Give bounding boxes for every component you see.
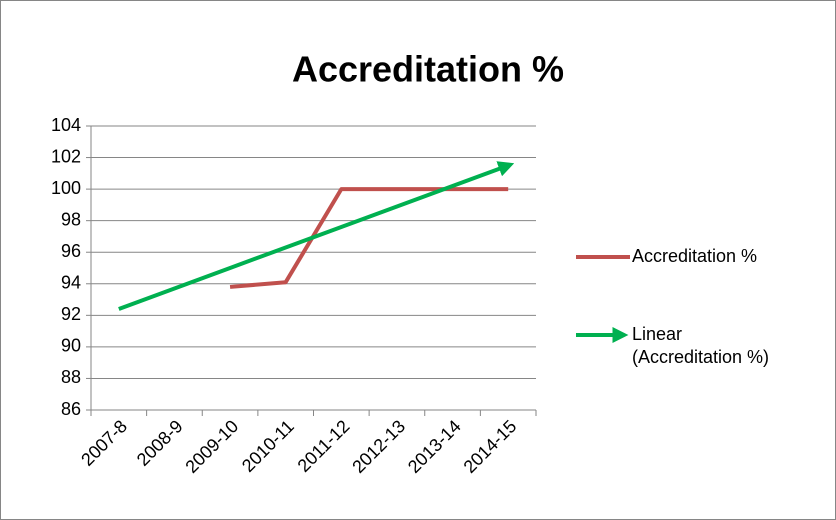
- y-tick-label: 102: [51, 146, 81, 166]
- trend-line: [118, 161, 515, 311]
- y-tick-label: 98: [61, 209, 81, 229]
- legend-label: Accreditation %: [632, 246, 757, 266]
- y-tick-label: 94: [61, 273, 81, 293]
- y-tick-label: 96: [61, 241, 81, 261]
- y-tick-label: 86: [61, 399, 81, 419]
- y-tick-label: 90: [61, 336, 81, 356]
- y-tick-label: 100: [51, 178, 81, 198]
- series-line: [229, 187, 509, 289]
- chart-title: Accreditation %: [292, 49, 564, 90]
- y-tick-label: 104: [51, 115, 81, 135]
- legend-label: Linear (Accreditation %): [632, 324, 769, 367]
- y-tick-label: 88: [61, 367, 81, 387]
- y-tick-label: 92: [61, 304, 81, 324]
